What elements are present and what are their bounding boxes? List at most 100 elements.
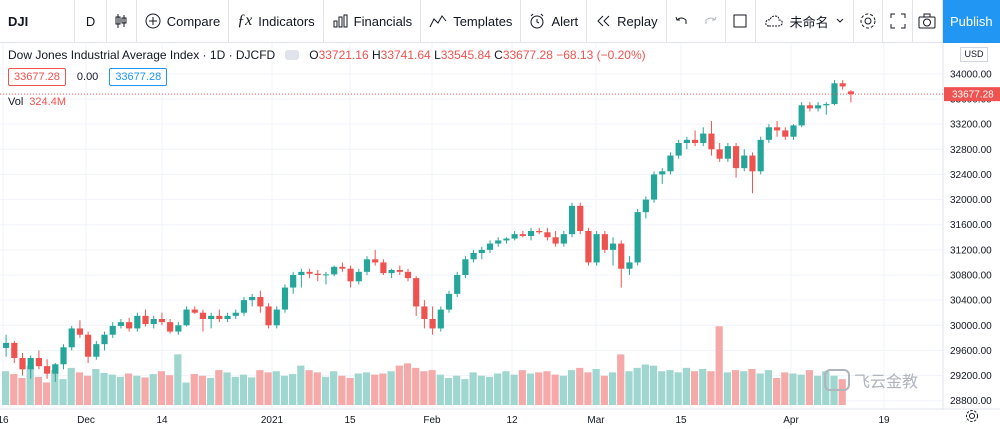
candle-body [273,309,280,326]
price-tick: 31200.00 [950,245,992,256]
templates-button[interactable]: Templates [421,0,522,43]
volume-bar [338,375,346,405]
volume-bar [838,379,846,405]
symbol-label: DJI [8,13,29,29]
financials-label: Financials [353,13,413,29]
candle-body [700,133,707,143]
undo-icon [674,14,688,28]
candle-body [413,278,420,307]
volume-bar [559,375,567,405]
volume-bar [674,372,682,405]
candle-body [290,275,297,288]
price-chart[interactable]: 34000.0033600.0033200.0032800.0032400.00… [0,43,1000,429]
fullscreen-button[interactable] [883,0,913,43]
candle-body [642,199,649,213]
volume-bar [715,326,723,405]
candle-body [240,300,248,313]
volume-bar [707,371,715,405]
time-tick: 16 [0,415,9,426]
candle-body [265,306,272,326]
volume-bar [248,377,256,405]
visibility-toggle-icon[interactable] [285,50,300,60]
candle-body [388,269,395,274]
price-tick: 30000.00 [950,321,992,332]
buy-price-button[interactable]: 33677.28 [109,68,168,86]
settings-button[interactable] [854,0,884,43]
undo-button[interactable] [667,0,697,43]
candle-body [134,315,141,329]
volume-bar [67,367,75,405]
candle-body [634,212,641,263]
price-tick: 32400.00 [950,170,992,181]
candle-body [568,205,576,235]
interval-button[interactable]: D [75,0,108,43]
candle-body [437,309,444,329]
snapshot-button[interactable] [913,0,943,43]
function-icon: ƒx [237,12,253,29]
volume-bar [280,375,289,405]
alert-button[interactable]: Alert [521,0,588,43]
time-tick: Mar [587,415,605,426]
candle-body [3,342,10,348]
candle-body [454,275,461,294]
volume-bar [231,376,239,405]
low-value: 33545.84 [440,48,491,62]
fullscreen-layout-button[interactable] [726,0,756,43]
alarm-clock-icon [529,13,545,29]
candle-body [404,271,412,279]
high-value: 33741.64 [380,48,431,62]
volume-bar [223,372,231,405]
publish-button[interactable]: Publish [942,0,1000,43]
replay-button[interactable]: Replay [587,0,667,43]
price-tick: 29200.00 [950,371,992,382]
last-price-badge [944,87,1000,102]
candle-body [552,237,559,244]
candle-body [101,334,108,345]
candle-body [683,139,690,143]
currency-label[interactable]: USD [960,47,988,62]
candle-body [577,205,584,231]
volume-bar [518,370,526,405]
candle-body [35,357,43,367]
volume-bar [789,373,797,405]
candle-body [68,328,75,348]
candle-body [618,243,625,269]
candle-body [11,342,18,358]
financials-button[interactable]: Financials [324,0,422,43]
symbol-search-button[interactable]: DJI [0,0,76,43]
sell-price-button[interactable]: 33677.28 [8,68,66,86]
volume-bar [485,376,494,405]
axis-settings-gear-icon[interactable] [965,409,979,423]
volume-bar [215,370,223,405]
expand-icon [890,13,906,29]
compare-button[interactable]: Compare [137,0,230,43]
candle-body [724,146,731,159]
alert-label: Alert [551,13,579,29]
volume-bar [797,374,805,405]
indicators-button[interactable]: ƒx Indicators [229,0,324,43]
candle-body [298,271,305,275]
candle-body [158,319,166,323]
close-key: C [494,48,503,62]
candlesticks [3,80,854,382]
square-icon [732,13,748,29]
candle-body [470,253,477,260]
volume-bar [100,372,108,405]
open-value: 33721.16 [318,48,369,62]
candle-body [85,334,92,357]
candle-body [257,297,264,307]
layout-name-button[interactable]: 未命名 [756,0,854,43]
volume-bar [412,367,420,405]
candle-body [609,243,617,250]
volume-bar [699,369,707,405]
replay-label: Replay [617,13,658,29]
volume-bar [666,370,674,405]
volume-bar [608,372,617,405]
time-axis-labels: 16 Dec 14 2021 15 Feb 12 Mar 15 Apr 19 [0,415,890,426]
redo-button[interactable] [696,0,726,43]
time-tick: Dec [77,415,95,426]
volume-bar [682,367,690,405]
chart-type-button[interactable] [107,0,137,43]
volume-bar [174,354,182,405]
watermark: 飞云金教 [824,368,918,392]
